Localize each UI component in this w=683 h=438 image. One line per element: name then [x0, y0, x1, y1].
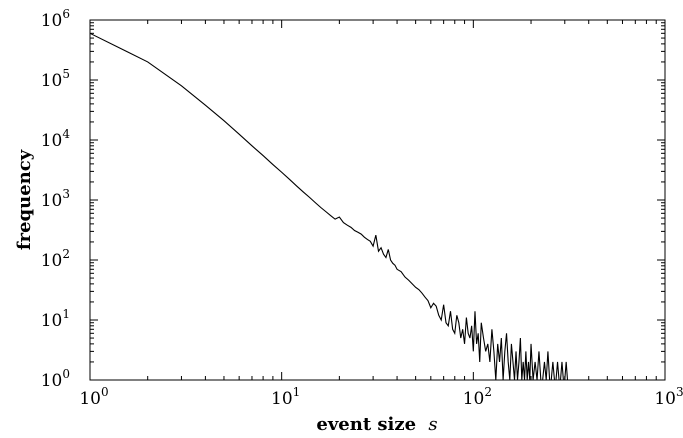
y-tick-label-base: 10: [41, 11, 63, 31]
y-tick-label: 102: [41, 247, 70, 271]
y-tick-label-exp: 6: [62, 7, 70, 21]
y-tick-label: 103: [41, 187, 70, 211]
y-tick-label: 105: [41, 67, 70, 91]
y-axis-title: frequency: [14, 149, 35, 250]
y-tick-label-base: 10: [41, 371, 63, 391]
y-tick-label-exp: 5: [62, 67, 70, 81]
x-tick-label: 103: [654, 385, 683, 409]
series-line: [89, 32, 569, 381]
plot-frame: [89, 19, 666, 381]
x-tick-label-base: 10: [271, 389, 293, 409]
y-tick-label-exp: 4: [62, 127, 70, 141]
x-tick-label: 101: [271, 385, 300, 409]
series-group: [89, 32, 569, 381]
y-tick-label-base: 10: [41, 251, 63, 271]
x-tick-label-exp: 3: [676, 385, 683, 399]
y-tick-label-base: 10: [41, 131, 63, 151]
x-axis-title-text: event size: [316, 414, 416, 435]
x-tick-label-exp: 1: [293, 385, 301, 399]
y-tick-label: 100: [41, 367, 70, 391]
x-axis-title: event size s: [316, 414, 437, 435]
axis-ticks: [89, 19, 666, 381]
x-tick-label-base: 10: [463, 389, 485, 409]
y-tick-label-base: 10: [41, 311, 63, 331]
y-tick-label-exp: 3: [62, 187, 70, 201]
y-tick-label-exp: 2: [62, 247, 70, 261]
y-tick-label-exp: 1: [62, 307, 70, 321]
y-tick-label: 106: [41, 7, 70, 31]
x-tick-label: 102: [463, 385, 492, 409]
x-tick-label-base: 10: [79, 389, 101, 409]
x-axis-title-var: s: [428, 414, 437, 435]
y-tick-label-exp: 0: [62, 367, 70, 381]
y-tick-label: 104: [41, 127, 71, 151]
y-tick-label-base: 10: [41, 191, 63, 211]
x-tick-label: 100: [79, 385, 108, 409]
y-tick-label: 101: [41, 307, 70, 331]
x-tick-label-base: 10: [654, 389, 676, 409]
x-tick-label-exp: 2: [484, 385, 492, 399]
y-tick-label-base: 10: [41, 71, 63, 91]
x-tick-label-exp: 0: [101, 385, 109, 399]
